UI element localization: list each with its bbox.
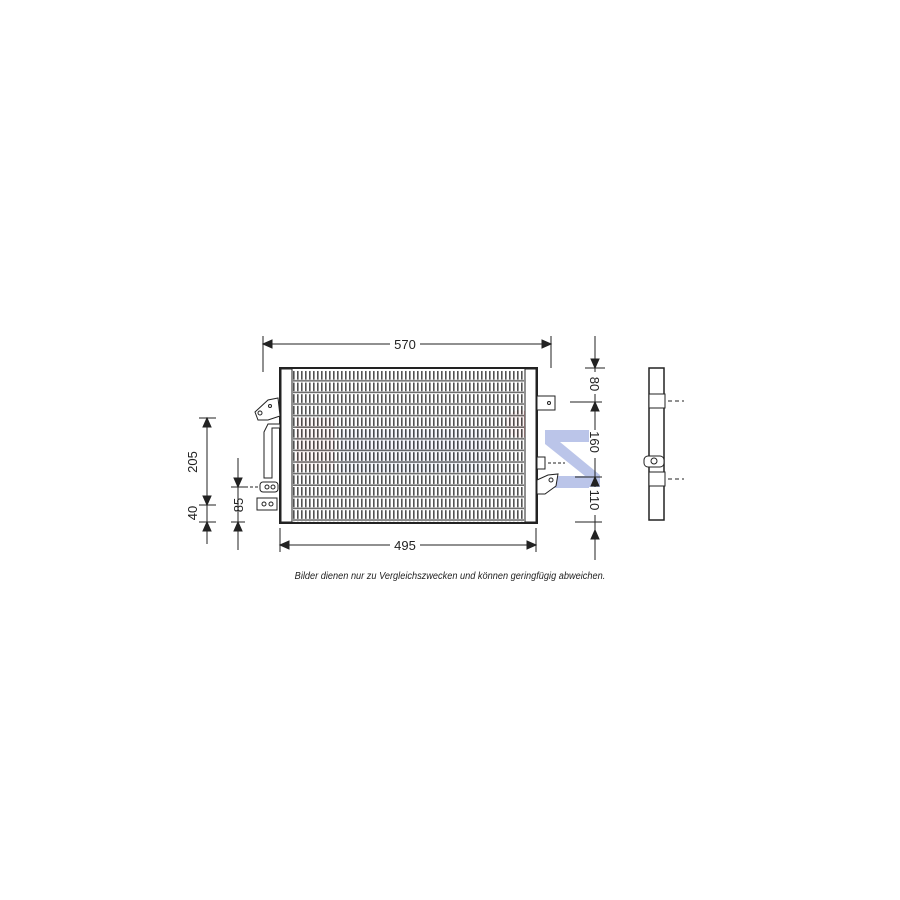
dim-80: 80: [587, 377, 602, 391]
dim-205: 205: [185, 451, 200, 473]
dim-160: 160: [587, 431, 602, 453]
disclaimer-text: Bilder dienen nur zu Vergleichszwecken u…: [294, 571, 606, 582]
dim-570: 570: [394, 337, 416, 352]
dim-110: 110: [587, 490, 602, 511]
dim-40: 40: [185, 506, 200, 520]
side-view: [643, 367, 684, 521]
condenser-core: [279, 367, 538, 524]
left-fittings: [245, 397, 281, 511]
dim-495: 495: [394, 538, 416, 553]
dimension-labels: 570 495 205 40 85 80 160 110: [185, 336, 603, 553]
dim-85: 85: [231, 498, 246, 512]
right-fittings: [536, 395, 565, 495]
